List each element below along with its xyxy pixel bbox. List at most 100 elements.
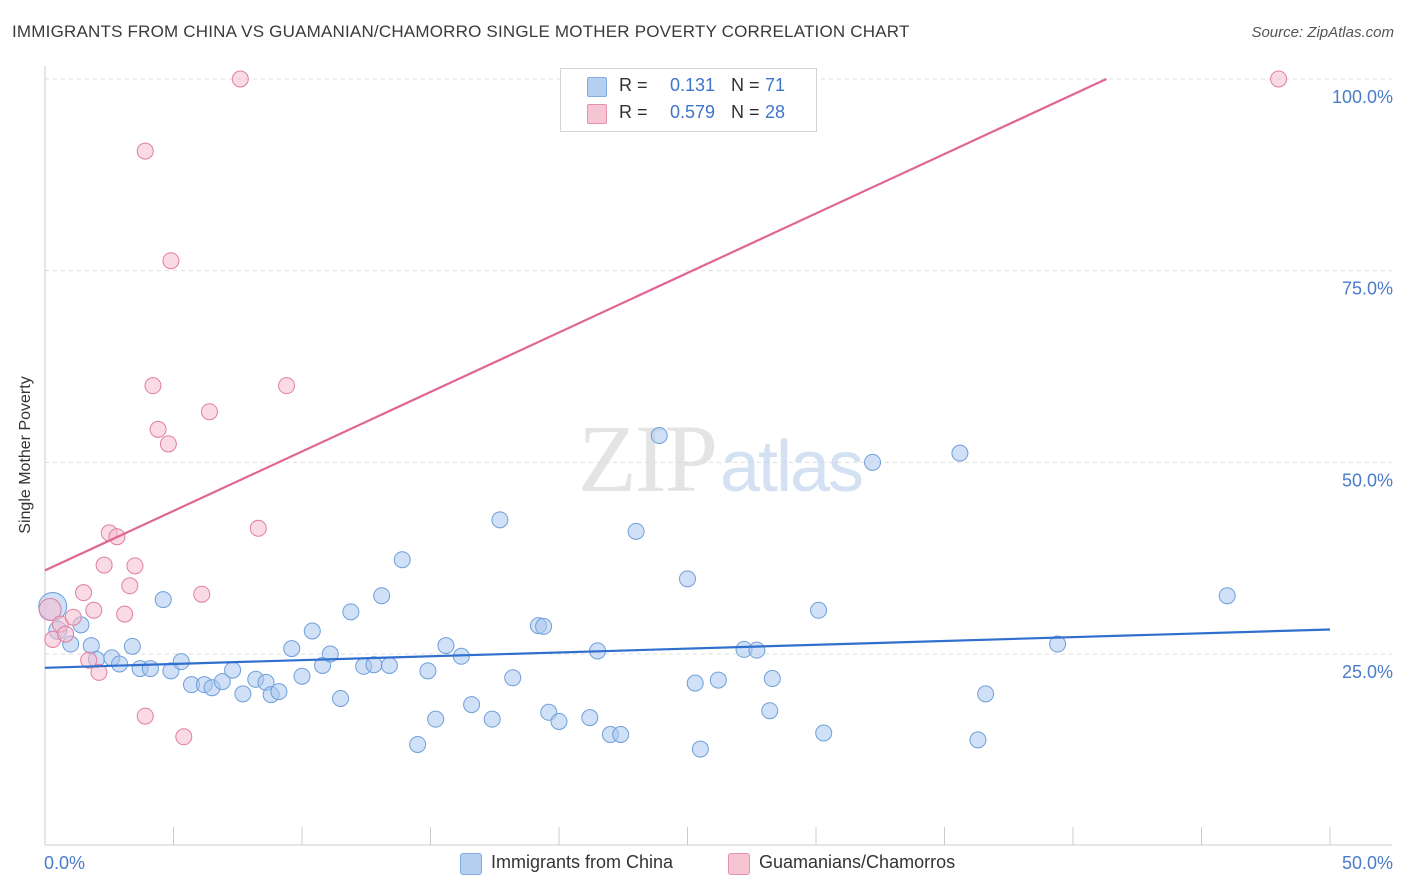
- y-tick-label: 50.0%: [1342, 470, 1393, 490]
- data-point: [57, 625, 75, 643]
- data-point: [679, 570, 696, 588]
- data-point: [504, 669, 522, 687]
- series-legend: Immigrants from China Guamanians/Chamorr…: [0, 852, 1406, 878]
- legend-n-label: N =: [731, 102, 760, 122]
- scatter-points: [38, 70, 1288, 758]
- data-point: [437, 637, 455, 655]
- legend-n-value: 28: [765, 102, 786, 122]
- data-point: [761, 702, 779, 720]
- y-tick-label: 75.0%: [1342, 279, 1393, 299]
- data-point: [709, 671, 727, 689]
- data-point: [748, 641, 766, 659]
- data-point: [969, 731, 987, 749]
- data-point: [95, 556, 113, 574]
- data-point: [612, 726, 630, 743]
- data-point: [427, 710, 445, 728]
- data-point: [491, 511, 509, 529]
- data-point: [321, 645, 339, 663]
- data-point: [116, 605, 134, 623]
- legend-swatch-china: [587, 77, 607, 97]
- data-point: [213, 673, 231, 691]
- series-points-1: [38, 70, 1288, 746]
- data-point: [864, 453, 882, 471]
- legend-r-label: R =: [619, 75, 648, 95]
- data-point: [85, 601, 103, 619]
- data-point: [332, 689, 350, 707]
- data-point: [283, 640, 301, 658]
- legend-r-value: 0.579: [669, 102, 715, 122]
- legend-swatch-china: [460, 853, 482, 875]
- data-point: [149, 420, 167, 438]
- data-point: [483, 710, 501, 728]
- data-point: [234, 685, 252, 703]
- legend-n-label: N =: [731, 75, 760, 95]
- trend-line-0: [44, 628, 1331, 669]
- chart-source: Source: ZipAtlas.com: [1251, 24, 1394, 41]
- data-point: [172, 653, 190, 671]
- data-point: [1270, 70, 1288, 88]
- data-point: [64, 608, 82, 626]
- data-point: [200, 403, 218, 421]
- data-point: [126, 557, 144, 575]
- y-tick-label: 25.0%: [1342, 662, 1393, 682]
- data-point: [409, 735, 427, 753]
- data-point: [144, 377, 162, 395]
- series-points-0: [38, 427, 1236, 758]
- data-point: [270, 683, 288, 701]
- data-point: [278, 377, 296, 395]
- data-point: [650, 427, 668, 444]
- data-point: [380, 657, 398, 674]
- data-point: [136, 142, 154, 160]
- data-point: [373, 587, 391, 605]
- correlation-legend: R = 0.131 N = 71 R = 0.579 N = 28: [560, 68, 817, 132]
- legend-r-label: R =: [619, 102, 648, 122]
- data-point: [111, 655, 129, 673]
- data-point: [686, 674, 704, 692]
- data-point: [123, 637, 141, 655]
- grid-lines: [45, 78, 1392, 655]
- data-point: [627, 522, 645, 540]
- data-point: [162, 252, 180, 270]
- data-point: [249, 519, 267, 537]
- data-point: [159, 435, 177, 453]
- data-point: [90, 663, 108, 681]
- data-point: [535, 617, 553, 635]
- data-point: [419, 662, 437, 680]
- data-point: [75, 584, 93, 602]
- data-point: [763, 670, 781, 688]
- axes: [44, 66, 1392, 846]
- data-point: [581, 709, 599, 727]
- legend-swatch-guamanian: [587, 104, 607, 124]
- y-axis-label: Single Mother Poverty: [17, 376, 34, 534]
- legend-label-china: Immigrants from China: [491, 852, 674, 872]
- y-tick-label: 100.0%: [1332, 87, 1393, 107]
- data-point: [691, 740, 709, 758]
- legend-swatch-guamanian: [728, 853, 750, 875]
- data-point: [224, 661, 242, 679]
- chart-title: IMMIGRANTS FROM CHINA VS GUAMANIAN/CHAMO…: [12, 22, 910, 41]
- data-point: [463, 696, 481, 714]
- data-point: [951, 444, 969, 462]
- watermark: ZIPatlas: [578, 405, 862, 512]
- data-point: [1049, 635, 1067, 653]
- data-point: [141, 660, 159, 678]
- tick-labels: 25.0% 50.0% 75.0% 100.0% 0.0% 50.0%: [44, 87, 1393, 873]
- data-point: [121, 577, 139, 595]
- x-tick-label: 0.0%: [44, 853, 85, 873]
- data-point: [154, 591, 172, 609]
- data-point: [550, 712, 568, 730]
- data-point: [342, 603, 360, 621]
- data-point: [815, 724, 833, 742]
- data-point: [977, 685, 995, 703]
- data-point: [175, 728, 193, 746]
- data-point: [231, 70, 249, 88]
- data-point: [38, 598, 62, 622]
- legend-label-guamanian: Guamanians/Chamorros: [759, 852, 956, 872]
- legend-r-value: 0.131: [669, 75, 715, 95]
- trend-line-1: [44, 78, 1107, 572]
- data-point: [1218, 587, 1236, 605]
- legend-n-value: 71: [765, 75, 786, 95]
- trend-lines: [44, 78, 1331, 669]
- data-point: [393, 551, 411, 569]
